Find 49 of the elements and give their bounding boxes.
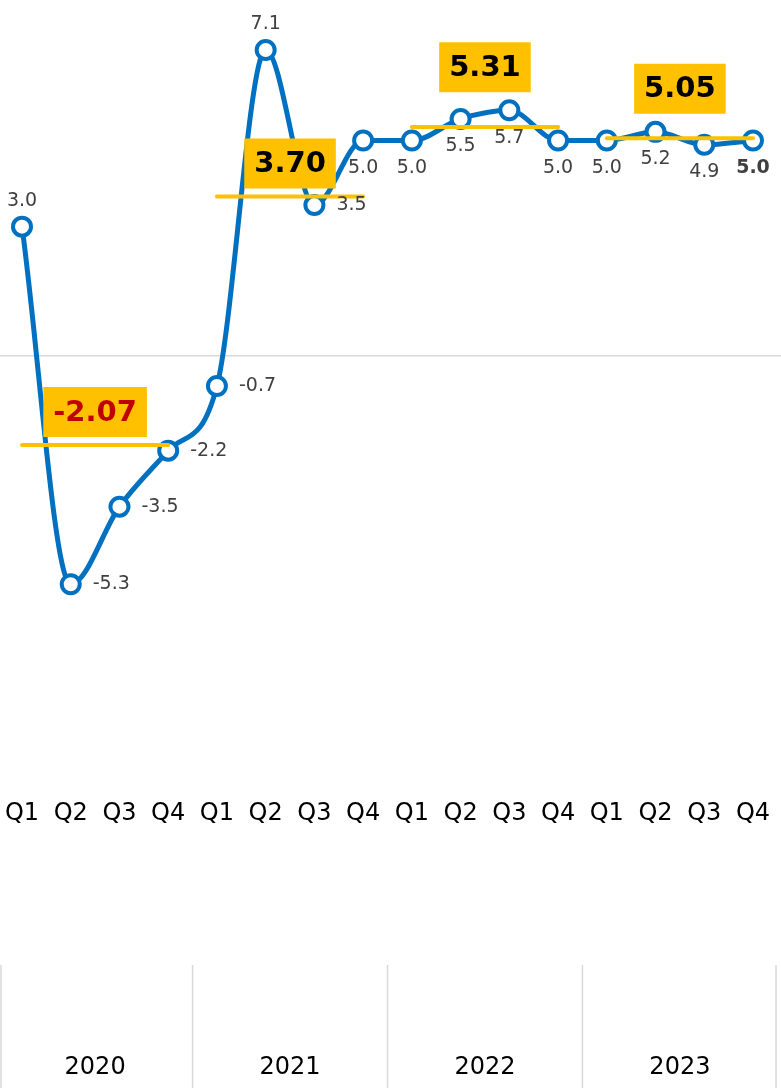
x-tick-label: Q4 xyxy=(540,797,576,826)
x-tick-label: Q1 xyxy=(394,797,429,826)
data-label: 5.7 xyxy=(494,124,525,147)
data-label: 5.2 xyxy=(640,146,671,169)
data-label: 4.9 xyxy=(689,159,720,182)
x-tick-label: Q2 xyxy=(638,797,673,826)
text: 2023 xyxy=(649,1052,711,1081)
data-label: 5.31 xyxy=(449,48,521,83)
data-label: -0.7 xyxy=(238,372,277,395)
x-tick-label: Q4 xyxy=(151,797,186,826)
x-tick-label: Q3 xyxy=(687,797,722,826)
point xyxy=(59,573,82,596)
x-tick-label: Q1 xyxy=(4,797,40,826)
x-tick-label: Q3 xyxy=(492,797,527,826)
text: 2021 xyxy=(259,1052,321,1081)
point xyxy=(11,215,33,238)
point xyxy=(108,495,131,518)
data-label: 7.1 xyxy=(250,11,281,34)
data-label: 3.70 xyxy=(254,145,326,180)
data-label: -5.3 xyxy=(92,571,130,594)
data-label: 5.5 xyxy=(445,133,476,156)
text: 2022 xyxy=(454,1052,516,1081)
x-tick-label: Q2 xyxy=(248,797,283,826)
point xyxy=(352,129,375,152)
text: 2020 xyxy=(64,1052,126,1081)
x-tick-label: Q2 xyxy=(443,797,478,826)
x-tick-label: Q2 xyxy=(53,797,88,826)
data-label: 3.5 xyxy=(336,192,367,215)
x-tick-label: Q3 xyxy=(102,797,137,826)
point xyxy=(547,129,570,152)
data-label: -3.5 xyxy=(141,493,179,516)
point xyxy=(205,375,228,398)
data-label: 3.0 xyxy=(6,188,38,211)
point xyxy=(400,129,423,152)
x-tick-label: Q1 xyxy=(199,797,235,826)
data-label: -2.2 xyxy=(190,437,228,460)
data-label: 5.0 xyxy=(736,154,770,177)
data-label: 5.0 xyxy=(591,154,622,177)
point xyxy=(254,39,277,61)
data-label: 5.0 xyxy=(348,154,379,177)
x-tick-label: Q4 xyxy=(735,797,771,826)
x-tick-label: Q3 xyxy=(297,797,332,826)
data-label: -2.07 xyxy=(53,393,137,428)
x-tick-label: Q1 xyxy=(589,797,624,826)
data-label: 5.0 xyxy=(542,154,574,177)
x-tick-label: Q4 xyxy=(346,797,381,826)
data-label: 5.05 xyxy=(644,70,716,105)
data-label: 5.0 xyxy=(396,154,427,177)
point xyxy=(498,99,521,122)
